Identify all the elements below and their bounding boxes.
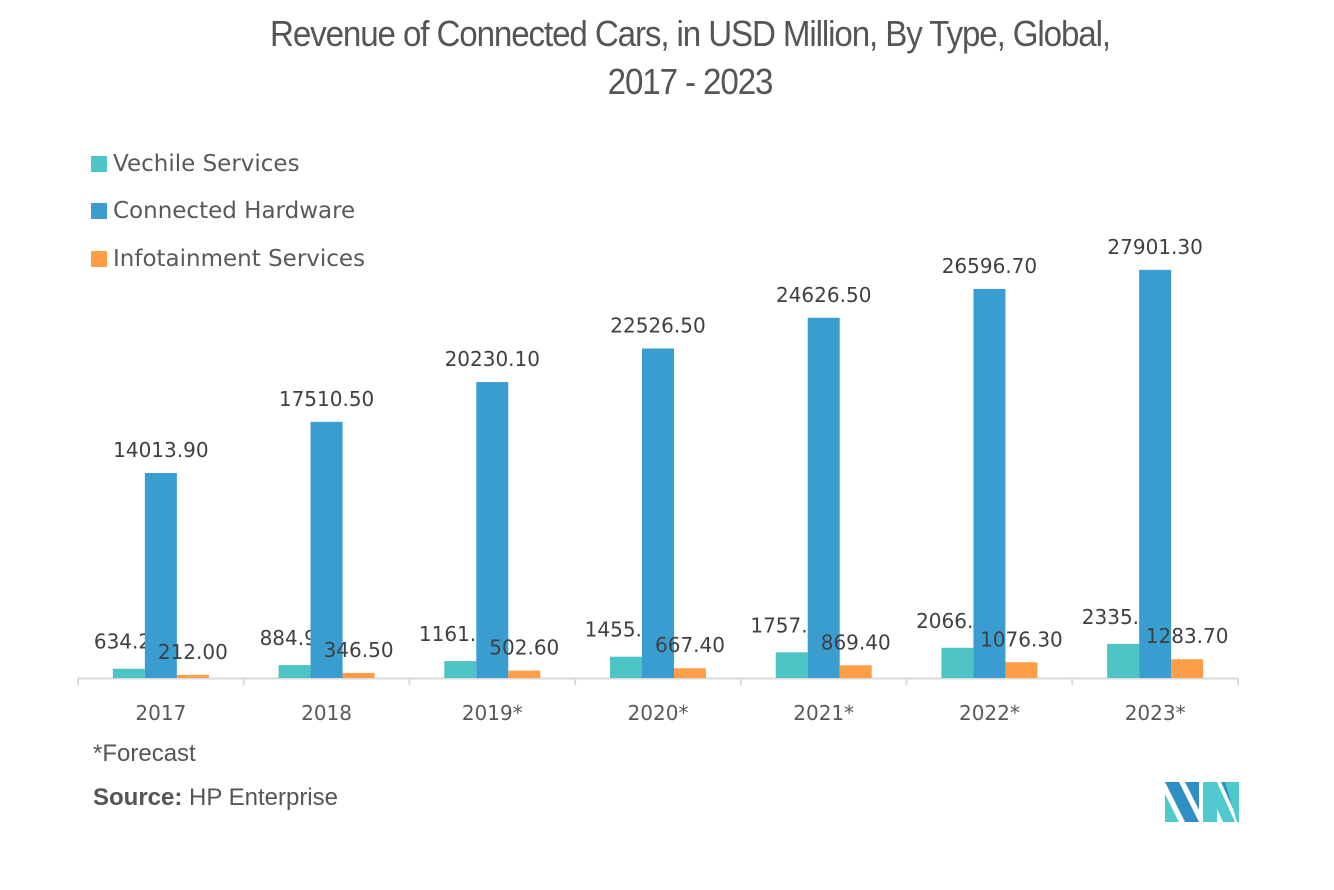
bar-infotainment-services: [674, 668, 706, 678]
data-label: 27901.30: [1107, 235, 1202, 259]
data-label: 26596.70: [942, 254, 1037, 278]
bar-connected-hardware: [973, 288, 1006, 678]
bar-vechile-services: [112, 668, 145, 678]
bar-connected-hardware: [310, 421, 343, 678]
source-label: Source:: [93, 784, 183, 811]
x-tick-label: 2019*: [462, 701, 523, 725]
data-label: 14013.90: [113, 438, 208, 462]
bar-connected-hardware: [1139, 269, 1172, 678]
bar-connected-hardware: [476, 382, 509, 678]
legend-label: Vechile Services: [113, 150, 300, 177]
bar-infotainment-services: [839, 665, 872, 678]
data-label: 212.00: [158, 640, 228, 664]
data-label: 869.40: [821, 630, 891, 654]
x-tick-label: 2018: [301, 701, 352, 725]
x-tick-label: 2022*: [959, 701, 1020, 725]
bar-vechile-services: [278, 665, 311, 678]
bar-infotainment-services: [176, 674, 209, 678]
legend-swatch: [91, 155, 107, 172]
data-label: 17510.50: [279, 387, 374, 411]
x-tick-label: 2023*: [1125, 701, 1186, 725]
x-tick-label: 2020*: [628, 701, 689, 725]
data-label: 1283.70: [1146, 624, 1229, 648]
bar-vechile-services: [941, 647, 974, 678]
data-label: 502.60: [489, 636, 559, 660]
data-label: 1076.30: [980, 627, 1063, 651]
chart-title: Revenue of Connected Cars, in USD Millio…: [55, 10, 1325, 106]
bar-vechile-services: [1107, 643, 1140, 678]
bar-vechile-services: [775, 652, 808, 678]
data-label: 667.40: [655, 633, 725, 657]
x-tick-label: 2021*: [793, 701, 854, 725]
legend-label: Connected Hardware: [113, 198, 356, 225]
bar-infotainment-services: [508, 670, 541, 678]
legend-label: Infotainment Services: [113, 245, 366, 272]
bar-vechile-services: [610, 656, 642, 678]
mordor-intelligence-logo: [1165, 782, 1239, 822]
legend-item-connected-hardware: Connected Hardware: [91, 188, 365, 236]
bar-connected-hardware: [642, 348, 674, 678]
forecast-footnote: *Forecast: [93, 740, 196, 767]
bar-vechile-services: [444, 661, 477, 678]
legend-item-infotainment-services: Infotainment Services: [91, 235, 365, 283]
data-label: 346.50: [324, 638, 394, 662]
data-label: 20230.10: [445, 347, 540, 371]
bar-infotainment-services: [342, 672, 375, 678]
bar-infotainment-services: [1171, 659, 1204, 678]
bar-connected-hardware: [144, 473, 177, 678]
legend-swatch: [91, 250, 107, 267]
data-label: 22526.50: [610, 313, 705, 337]
source-value: HP Enterprise: [189, 784, 338, 811]
bar-infotainment-services: [1005, 662, 1038, 678]
chart-title-line2: 2017 - 2023: [607, 61, 774, 102]
legend-swatch: [91, 203, 107, 220]
x-tick-label: 2017: [135, 701, 186, 725]
chart-title-line1: Revenue of Connected Cars, in USD Millio…: [270, 13, 1111, 54]
data-label: 24626.50: [776, 283, 871, 307]
legend: Vechile Services Connected Hardware Info…: [91, 140, 365, 283]
bar-connected-hardware: [807, 317, 840, 678]
legend-item-vehicle-services: Vechile Services: [91, 140, 365, 188]
source-note: Source: HP Enterprise: [93, 784, 338, 812]
